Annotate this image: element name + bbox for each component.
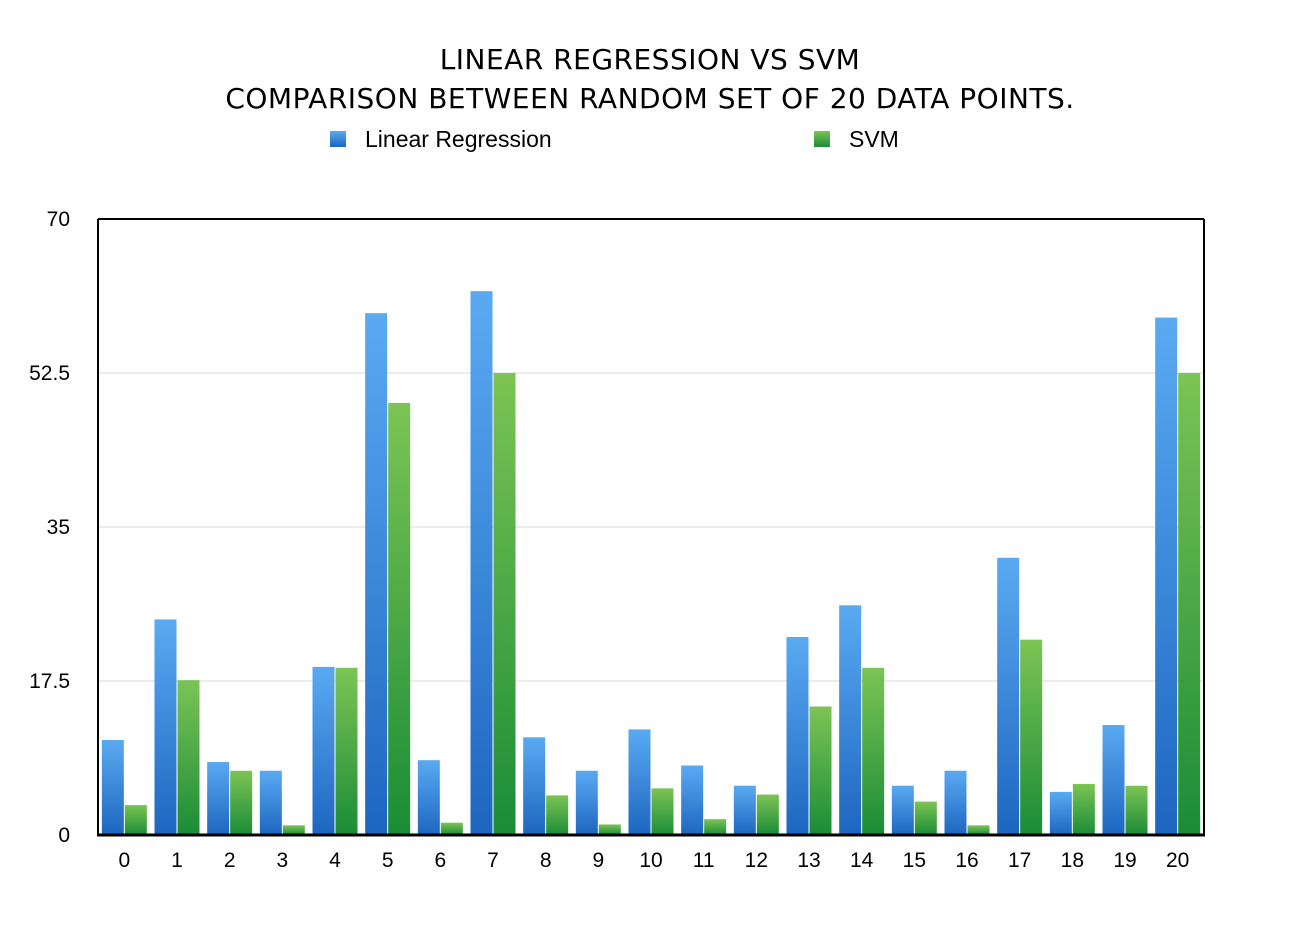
bar-linear-regression [786,637,809,835]
bar-svm [756,794,779,835]
bar-svm [335,667,358,835]
bar-svm [124,805,147,835]
bar-linear-regression [1049,791,1072,835]
bar-svm [704,819,727,835]
x-tick-label: 13 [797,849,820,872]
bar-svm [1125,785,1148,835]
x-tick-label: 12 [745,849,768,872]
x-tick-label: 18 [1061,849,1084,872]
bar-linear-regression [365,313,388,835]
legend-swatch-svm [814,131,830,147]
legend-item-svm: SVM [814,126,899,152]
bar-svm [1020,639,1043,835]
bar-svm [862,667,885,835]
bar-svm [282,825,305,835]
bar-svm [493,373,516,835]
bar-linear-regression [628,729,651,835]
bar-linear-regression [944,770,967,835]
bars [101,291,1201,835]
bar-linear-regression [259,770,282,835]
bar-linear-regression [312,666,335,835]
gridlines [98,372,1204,682]
x-tick-label: 3 [276,849,288,872]
x-tick-label: 19 [1113,849,1136,872]
x-tick-label: 10 [639,849,662,872]
y-tick-label: 35 [47,516,70,539]
legend-label-linear-regression: Linear Regression [365,125,552,152]
bar-svm [651,788,674,835]
x-tick-label: 17 [1008,849,1031,872]
x-tick-label: 11 [693,849,715,872]
bar-linear-regression [575,770,598,835]
bar-linear-regression [523,737,546,835]
x-tick-label: 15 [903,849,926,872]
bar-linear-regression [1102,725,1125,835]
x-tick-label: 9 [592,849,604,872]
legend-label-svm: SVM [849,125,899,152]
x-tick-labels: 0 1 2 3 4 5 6 7 8 9 10 11 12 13 14 15 16 17 18 19 20 [118,849,1189,872]
bar-linear-regression [207,761,230,835]
bar-svm [1072,783,1095,835]
bar-svm [230,770,253,835]
bar-linear-regression [681,765,704,835]
x-tick-label: 16 [955,849,978,872]
bar-svm [914,801,937,835]
y-tick-label: 17.5 [29,670,70,693]
y-tick-label: 70 [47,208,70,231]
chart-title-line-1: LINEAR REGRESSION VS SVM [439,43,861,76]
x-tick-label: 6 [434,849,446,872]
y-tick-labels: 0 17.5 35 52.5 70 [29,208,70,847]
bar-svm [598,824,621,835]
bar-linear-regression [417,760,440,835]
x-tick-label: 5 [382,849,394,872]
bar-linear-regression [839,605,862,835]
axes [97,218,1205,837]
chart-title-line-2: COMPARISON BETWEEN RANDOM SET OF 20 DATA… [225,82,1075,115]
bar-linear-regression [1155,317,1178,835]
x-tick-label: 7 [487,849,499,872]
bar-linear-regression [154,619,177,835]
x-tick-label: 1 [171,849,183,872]
bar-svm [440,822,463,835]
bar-svm [967,825,990,835]
x-tick-label: 14 [850,849,874,872]
bar-svm [1178,373,1201,835]
x-tick-label: 0 [118,849,130,872]
bar-linear-regression [101,739,124,835]
x-tick-label: 4 [329,849,341,872]
x-tick-label: 20 [1166,849,1189,872]
legend-item-linear-regression: Linear Regression [330,126,552,152]
y-tick-label: 52.5 [29,362,70,385]
bar-svm [546,795,569,835]
x-tick-label: 2 [224,849,236,872]
legend-swatch-linear-regression [330,131,346,147]
bar-svm [388,402,411,835]
bar-linear-regression [891,785,914,835]
bar-linear-regression [733,785,756,835]
y-tick-label: 0 [58,824,70,847]
bar-linear-regression [470,291,493,835]
bar-svm [809,706,832,835]
bar-svm [177,680,200,835]
x-tick-label: 8 [540,849,552,872]
bar-linear-regression [997,557,1020,835]
